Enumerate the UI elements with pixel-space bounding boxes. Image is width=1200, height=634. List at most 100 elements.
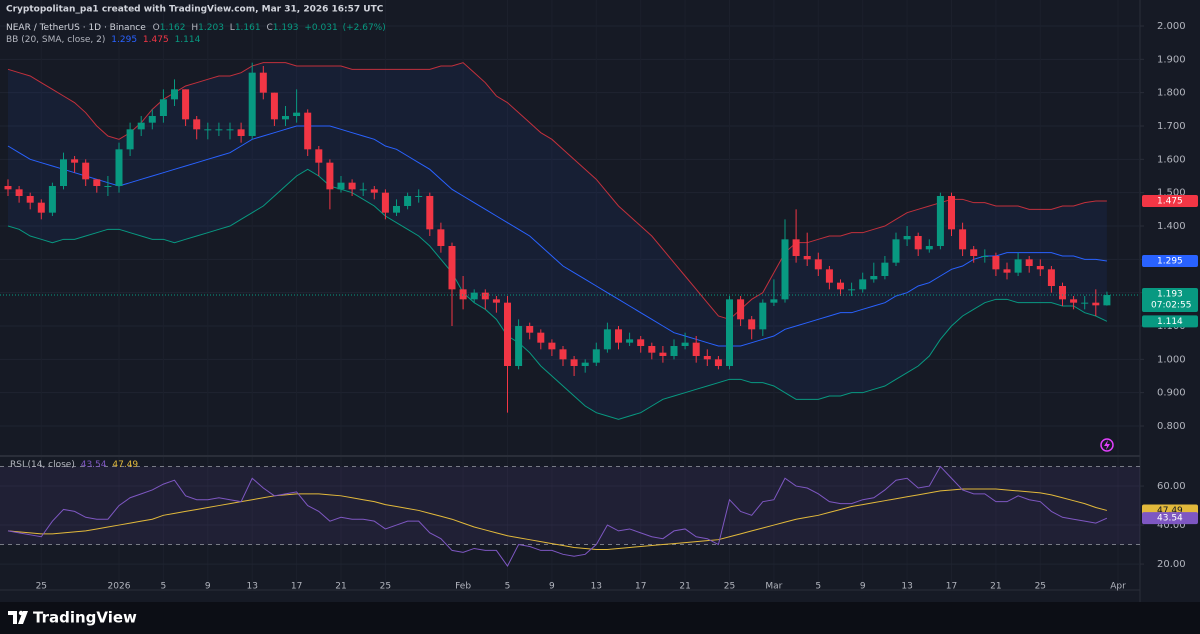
y-tick-label: 60.00 (1157, 481, 1186, 492)
candle-body (1092, 302, 1100, 306)
candle-body (148, 116, 156, 123)
candle-body (714, 359, 722, 366)
candle-body (381, 192, 389, 213)
x-tick-label: 13 (901, 582, 912, 592)
candle-body (359, 189, 367, 191)
ohlc-label: H (191, 23, 198, 33)
x-tick-label: Mar (765, 582, 782, 592)
candle-body (259, 72, 267, 93)
bb-lower-line (7, 168, 1108, 420)
candle-body (215, 129, 223, 131)
candle-body (293, 112, 301, 116)
candle-body (759, 302, 767, 330)
candle-body (470, 292, 478, 300)
candle-body (825, 269, 833, 283)
candle-body (1047, 269, 1055, 286)
candle-body (726, 299, 733, 366)
rsi-line (7, 465, 1108, 567)
alert-bolt[interactable] (1104, 440, 1110, 450)
alert-circle[interactable] (1100, 438, 1114, 452)
candle-body (970, 249, 978, 256)
alert-icon[interactable] (1100, 438, 1114, 452)
candle-body (603, 329, 611, 350)
candle-body (437, 229, 445, 246)
candle-body (426, 196, 434, 230)
y-tick-label: 40.00 (1157, 520, 1186, 531)
candle-body (370, 189, 378, 193)
y-tick-label: 1.700 (1157, 121, 1186, 132)
rsi-ma-tag: 47.49 (1157, 506, 1183, 516)
candle-body (792, 239, 800, 256)
candle-body (60, 159, 67, 186)
candle-body (936, 196, 944, 246)
x-tick-label: 9 (205, 582, 211, 592)
candle-body (171, 89, 178, 100)
ohlc-label: O (153, 23, 160, 33)
data-layer (0, 62, 1140, 567)
candle-body (404, 196, 412, 206)
x-tick-label: 17 (291, 582, 302, 592)
change: +0.031 (304, 23, 337, 33)
rsi-tag-bg (1142, 512, 1198, 525)
bb-middle-line (7, 125, 1107, 347)
candle-body (326, 162, 334, 190)
candle-body (670, 346, 678, 356)
candle-body (848, 289, 856, 291)
logo-mark[interactable] (8, 611, 28, 624)
y-tick-label: 1.900 (1157, 54, 1186, 65)
logo-text[interactable]: TradingView (33, 609, 137, 627)
x-tick-label: 13 (591, 582, 602, 592)
logo-dot[interactable] (18, 610, 24, 616)
ohlc-value: 1.203 (198, 23, 224, 33)
rsi-ma-line (7, 488, 1108, 550)
candle-body (637, 339, 645, 346)
y-tick-label: 1.500 (1157, 188, 1186, 199)
candle-body (1081, 302, 1089, 304)
bb-upper-tag: 1.475 (1157, 197, 1183, 207)
candle-body (515, 326, 523, 366)
x-tick-label: 17 (635, 582, 646, 592)
ohlc-value: 1.161 (235, 23, 261, 33)
bb-legend: BB (20, SMA, close, 2) 1.295 1.475 1.114 (6, 35, 201, 45)
candle-body (270, 92, 278, 120)
rsi-band-fill (0, 466, 1140, 545)
candle-body (315, 149, 323, 163)
candle-body (626, 339, 634, 343)
x-tick-label: 25 (1035, 582, 1046, 592)
ohlc-value: 1.162 (160, 23, 186, 33)
candle-body (193, 119, 201, 130)
candle-body (104, 186, 112, 187)
candle-body (337, 182, 345, 190)
bb-middle-tag: 1.295 (1157, 257, 1183, 267)
candle-body (903, 236, 911, 240)
y-tick-label: 0.800 (1157, 421, 1186, 432)
countdown: 07:02:55 (1151, 301, 1191, 311)
candle-body (459, 289, 467, 300)
candle-body (1003, 269, 1011, 273)
candle-body (226, 129, 234, 131)
y-tick-label: 20.00 (1157, 559, 1186, 570)
footer-bar (0, 602, 1200, 634)
x-tick-label: 25 (380, 582, 391, 592)
candle-body (248, 72, 256, 136)
candle-body (115, 149, 123, 186)
candle-body (37, 202, 45, 213)
bb-label: BB (20, SMA, close, 2) (6, 35, 105, 45)
candle-body (137, 122, 145, 130)
x-tick-label: 9 (549, 582, 555, 592)
candle-body (914, 236, 922, 250)
x-tick-label: 25 (36, 582, 47, 592)
candle-body (182, 89, 190, 120)
candle-body (659, 352, 667, 356)
candle-body (204, 129, 212, 131)
logo[interactable]: TradingView (8, 609, 137, 627)
x-tick-label: 5 (505, 582, 511, 592)
candle-body (925, 246, 933, 250)
y-tick-label: 1.600 (1157, 154, 1186, 165)
candle-body (15, 189, 23, 196)
candle-body (448, 246, 456, 290)
candle-body (48, 186, 56, 213)
candle-body (737, 299, 745, 320)
candle-body (615, 329, 622, 343)
